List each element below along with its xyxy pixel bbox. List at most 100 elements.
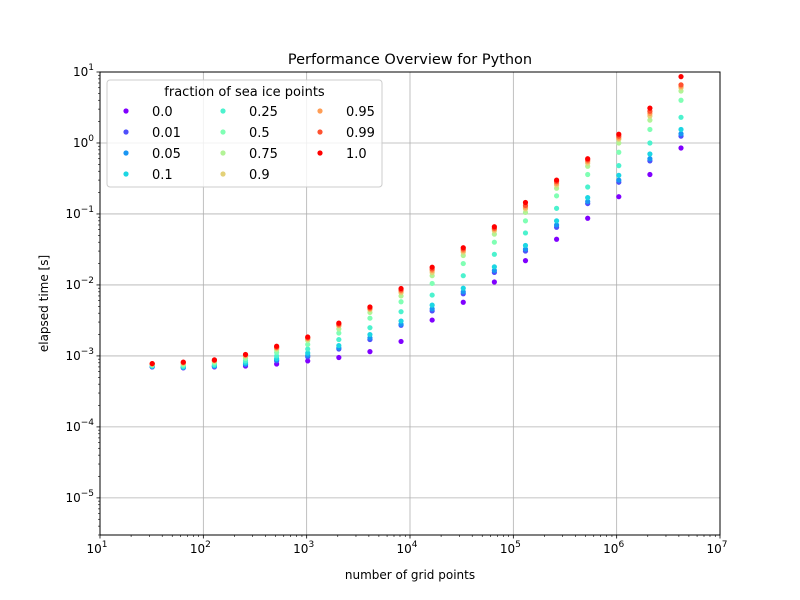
x-tick-label-base: 10 [396,542,411,556]
data-point [678,126,684,133]
y-tick-label-base: 10 [73,136,88,150]
data-point [460,260,466,267]
data-point [647,151,653,157]
data-point [616,194,622,200]
y-tick-label-base: 10 [65,207,80,221]
x-tick-label-exponent: 5 [515,540,521,550]
data-point [553,193,560,199]
x-tick-label: 104 [396,540,417,556]
data-point [305,341,311,348]
data-point [367,349,373,355]
x-tick-label-exponent: 3 [308,540,314,550]
data-point [305,358,311,364]
data-point [398,309,404,315]
data-point [585,156,591,162]
legend-marker [317,129,323,135]
data-point [491,279,497,285]
data-point [678,74,684,80]
y-tick-label-base: 10 [65,420,80,434]
legend-label: 0.99 [346,126,375,141]
y-tick-label: 101 [73,63,94,79]
x-tick-label-base: 10 [706,542,721,556]
data-point [585,215,591,221]
x-tick-label: 107 [706,540,727,556]
data-point [460,273,466,279]
data-point [274,343,280,349]
legend-label: 0.1 [152,168,173,183]
data-point [553,218,560,224]
data-point [429,306,435,312]
data-point [305,346,311,352]
data-point [616,163,622,169]
legend-entry: 0.05 [123,147,181,162]
legend-label: 0.01 [152,126,181,141]
data-point [585,195,591,201]
data-point [522,230,529,236]
data-point [398,299,404,305]
data-point [460,285,466,291]
data-point [336,342,342,349]
data-point [522,209,529,216]
data-point [429,302,435,308]
legend-entry: 0.75 [220,147,278,162]
x-tick-label-base: 10 [190,542,205,556]
legend-label: 0.95 [346,105,375,120]
legend-label: 0.75 [249,147,278,162]
data-point [336,354,342,361]
data-point [553,222,560,228]
data-point [647,140,653,146]
legend-marker [123,129,129,135]
data-point [616,140,622,146]
data-point [367,325,373,331]
data-point [553,205,560,211]
data-point [460,245,466,251]
y-tick-label-exponent: −3 [81,347,94,357]
y-axis-label: elapsed time [s] [37,255,51,352]
y-tick-label-base: 10 [73,65,88,79]
y-tick-label: 10−5 [65,489,94,505]
legend-label: 1.0 [346,147,367,162]
data-point [585,198,591,205]
data-point [336,336,342,343]
data-point [398,318,404,324]
data-point [491,264,497,270]
legend-marker [317,108,323,114]
legend-marker [220,150,226,156]
data-point [616,149,622,155]
legend-box [106,79,383,188]
data-point [149,360,155,367]
legend-entry: 0.0 [123,105,173,120]
data-point [616,177,622,183]
legend-marker [220,171,226,177]
legend-label: 0.0 [152,105,173,120]
data-point [647,117,653,123]
data-point [367,331,373,338]
data-point [647,126,653,133]
x-tick-label: 102 [190,540,211,556]
chart-title: Performance Overview for Python [288,52,532,68]
data-point [678,114,684,120]
series-1.0 [149,74,684,367]
x-tick-label-base: 10 [293,542,308,556]
data-point [647,156,653,162]
data-point [336,330,342,336]
data-point [491,224,497,230]
x-tick-label-base: 10 [86,542,101,556]
data-point [367,304,373,310]
x-tick-label-base: 10 [500,542,515,556]
data-point [429,280,435,287]
x-tick-label: 101 [86,540,107,556]
y-tick-label: 10−4 [65,418,94,434]
legend-marker [123,108,129,114]
x-axis-label: number of grid points [345,568,475,582]
data-point [180,359,186,365]
legend-label: 0.9 [249,168,270,183]
data-point [678,131,684,137]
y-tick-label: 100 [73,134,94,150]
data-point [678,145,684,151]
data-points [149,74,684,371]
legend: fraction of sea ice points 0.0 0.01 0.05 0.… [106,79,383,188]
data-point [616,131,622,137]
y-tick-label-base: 10 [65,278,80,292]
legend-title: fraction of sea ice points [164,85,325,100]
